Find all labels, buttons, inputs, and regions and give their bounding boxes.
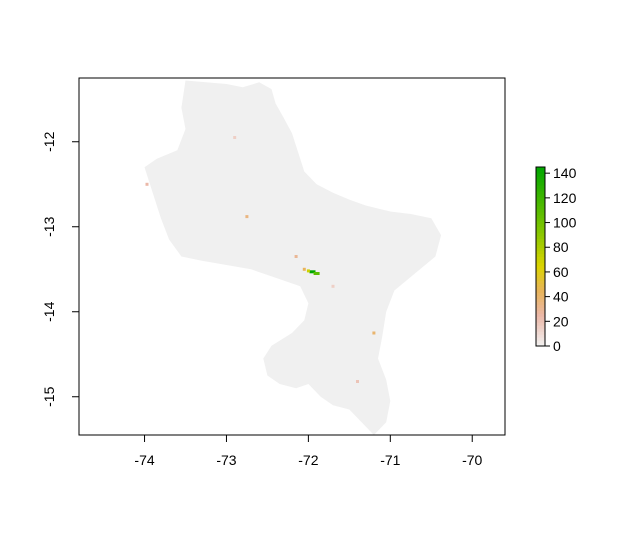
colorbar-segment	[536, 247, 545, 252]
x-tick-label: -72	[298, 452, 318, 468]
x-tick-label: -73	[216, 452, 236, 468]
colorbar-segment	[536, 292, 545, 296]
colorbar-segment	[536, 190, 545, 195]
hotspot-cell	[145, 182, 149, 186]
y-tick-label: -12	[41, 131, 57, 151]
map-region-layer	[144, 80, 442, 435]
hotspot-cell	[313, 272, 320, 275]
colorbar-segment	[536, 235, 545, 240]
hotspot-cell	[233, 136, 237, 139]
colorbar-segment	[536, 211, 545, 216]
colorbar-segment	[536, 307, 545, 311]
colorbar-segment	[536, 301, 545, 305]
colorbar-segment	[536, 199, 545, 204]
hotspot-layer	[145, 136, 376, 383]
region-polygon	[144, 80, 442, 435]
colorbar-tick-label: 140	[553, 165, 577, 181]
colorbar-segment	[536, 328, 545, 332]
colorbar-segment	[536, 283, 545, 287]
colorbar-legend: 0 20 40 60 80 100 120 140	[535, 165, 577, 354]
hotspot-cell	[356, 380, 359, 383]
hotspot-cell	[309, 270, 316, 274]
colorbar-segment	[536, 322, 545, 326]
x-tick-label: -70	[462, 452, 482, 468]
colorbar-segment	[536, 259, 545, 264]
colorbar-segment	[536, 295, 545, 299]
x-tick-label: -71	[380, 452, 400, 468]
colorbar-segment	[536, 172, 545, 177]
colorbar-segment	[536, 331, 545, 335]
colorbar-segment	[536, 232, 545, 237]
colorbar-segment	[536, 214, 545, 219]
colorbar-segment	[536, 181, 545, 186]
hotspot-cell	[306, 269, 310, 273]
colorbar-segment	[536, 286, 545, 290]
colorbar-segment	[536, 250, 545, 255]
y-axis: -12 -13 -14 -15	[41, 131, 79, 407]
colorbar-segment	[536, 208, 545, 213]
colorbar-segment	[536, 304, 545, 308]
colorbar-segment	[536, 193, 545, 198]
colorbar-tick-label: 60	[553, 264, 569, 280]
colorbar-segment	[536, 325, 545, 329]
colorbar-segment	[536, 310, 545, 314]
colorbar-segment	[536, 256, 545, 261]
colorbar-tick-label: 80	[553, 239, 569, 255]
colorbar-segment	[536, 220, 545, 225]
hotspot-cell	[331, 284, 335, 288]
hotspot-cell	[302, 267, 306, 271]
colorbar-segment	[536, 187, 545, 192]
colorbar-segment	[536, 223, 545, 228]
y-tick-label: -13	[41, 216, 57, 236]
colorbar-segment	[536, 274, 545, 278]
colorbar-segment	[536, 343, 545, 347]
colorbar-segment	[536, 271, 545, 275]
colorbar-segment	[536, 268, 545, 273]
x-axis: -74 -73 -72 -71 -70	[134, 434, 483, 468]
colorbar-segment	[536, 337, 545, 341]
colorbar-segment	[536, 169, 545, 174]
colorbar-tick-label: 20	[553, 313, 569, 329]
colorbar-segment	[536, 265, 545, 270]
colorbar-frame	[535, 166, 546, 347]
colorbar-tick-label: 0	[553, 338, 561, 354]
colorbar-segment	[536, 238, 545, 243]
colorbar-segment	[536, 316, 545, 320]
colorbar-segment	[536, 202, 545, 207]
colorbar-segment	[536, 178, 545, 183]
y-tick-label: -14	[41, 301, 57, 321]
colorbar-segment	[536, 229, 545, 234]
colorbar-segment	[536, 262, 545, 267]
colorbar-segment	[536, 205, 545, 210]
colorbar-segment	[536, 196, 545, 201]
colorbar-segment	[536, 244, 545, 249]
colorbar-segment	[536, 280, 545, 284]
colorbar-segment	[536, 313, 545, 317]
colorbar-segment	[536, 298, 545, 302]
colorbar-segment	[536, 340, 545, 344]
colorbar-segment	[536, 241, 545, 246]
hotspot-cell	[245, 215, 249, 219]
hotspot-cell	[294, 255, 298, 258]
x-tick-label: -74	[134, 452, 154, 468]
colorbar-tick-label: 40	[553, 289, 569, 305]
colorbar-segment	[536, 226, 545, 231]
colorbar-segment	[536, 334, 545, 338]
hotspot-cell	[372, 331, 376, 335]
colorbar-segment	[536, 175, 545, 180]
colorbar-tick-label: 100	[553, 215, 577, 231]
colorbar-segment	[536, 167, 545, 171]
colorbar-segment	[536, 253, 545, 258]
colorbar-segment	[536, 289, 545, 293]
colorbar-segment	[536, 319, 545, 323]
colorbar-segment	[536, 277, 545, 281]
colorbar-segment	[536, 184, 545, 189]
colorbar-tick-label: 120	[553, 190, 577, 206]
colorbar-segment	[536, 217, 545, 222]
y-tick-label: -15	[41, 386, 57, 406]
